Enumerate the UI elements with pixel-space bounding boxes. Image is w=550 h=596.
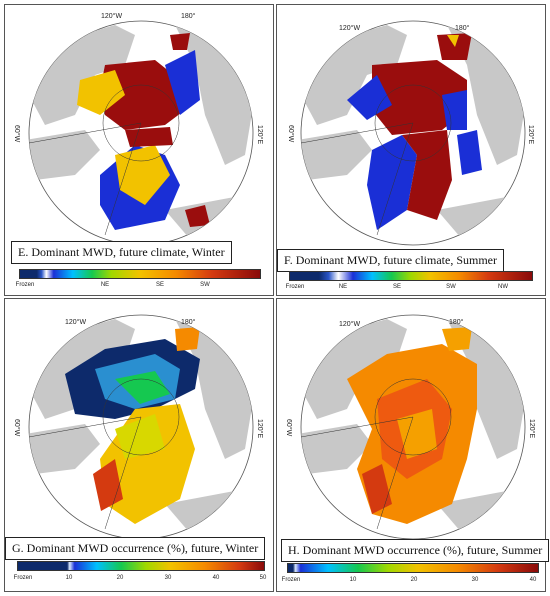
graticule-label: 120°E [256, 419, 263, 439]
panel-h: 120°W 180° 60°W 120°E H. Dominant MWD oc… [276, 298, 550, 592]
caption-e: E. Dominant MWD, future climate, Winter [11, 241, 232, 264]
colorbar-g [17, 561, 265, 571]
caption-h: H. Dominant MWD occurrence (%), future, … [281, 539, 550, 562]
colorbar-tick: SW [200, 282, 210, 288]
caption-f: F. Dominant MWD, future climate, Summer [277, 249, 504, 272]
colorbar-f [289, 271, 533, 281]
colorbar-tick: 30 [471, 577, 479, 583]
caption-g: G. Dominant MWD occurrence (%), future, … [5, 537, 266, 560]
graticule-label: 60°W [13, 125, 20, 143]
graticule-label: 180° [181, 13, 196, 20]
colorbar-tick: 10 [349, 577, 357, 583]
colorbar-h [287, 563, 539, 573]
graticule-label: 120°W [101, 13, 123, 20]
colorbar-tick: NW [498, 284, 508, 290]
colorbar-tick: Frozen [15, 282, 35, 288]
graticule-label: 60°W [13, 419, 20, 437]
graticule-label: 120°E [527, 125, 534, 145]
colorbar-tick: SE [155, 282, 165, 288]
colorbar-tick: 40 [212, 575, 220, 581]
colorbar-tick: SE [392, 284, 402, 290]
graticule-label: 120°W [65, 319, 87, 326]
graticule-label: 60°W [285, 419, 292, 437]
panel-e: 120°W 180° 60°W 120°E E. Dominant MWD, f… [4, 4, 274, 296]
colorbar-tick: 20 [116, 575, 124, 581]
panel-g: 120°W 180° 60°W 120°E G. Dominant MWD oc… [4, 298, 274, 592]
colorbar-e [19, 269, 261, 279]
colorbar-tick: 10 [65, 575, 73, 581]
graticule-label: 120°E [528, 419, 535, 439]
colorbar-tick: Frozen [285, 284, 305, 290]
colorbar-tick: NE [100, 282, 110, 288]
colorbar-tick: SW [446, 284, 456, 290]
graticule-label: 180° [449, 319, 464, 326]
map-g [28, 314, 254, 540]
map-f [300, 20, 526, 246]
map-e [28, 20, 254, 246]
graticule-label: 120°E [256, 125, 263, 145]
graticule-label: 120°W [339, 321, 361, 328]
colorbar-tick: 50 [259, 575, 267, 581]
graticule-label: 60°W [287, 125, 294, 143]
graticule-label: 180° [455, 25, 470, 32]
panel-f: 120°W 180° 60°W 120°E F. Dominant MWD, f… [276, 4, 546, 296]
colorbar-tick: 40 [529, 577, 537, 583]
graticule-label: 120°W [339, 25, 361, 32]
graticule-label: 180° [181, 319, 196, 326]
colorbar-tick: NE [338, 284, 348, 290]
colorbar-tick: Frozen [281, 577, 301, 583]
map-h [300, 314, 526, 540]
colorbar-tick: 20 [410, 577, 418, 583]
colorbar-tick: Frozen [13, 575, 33, 581]
colorbar-tick: 30 [164, 575, 172, 581]
